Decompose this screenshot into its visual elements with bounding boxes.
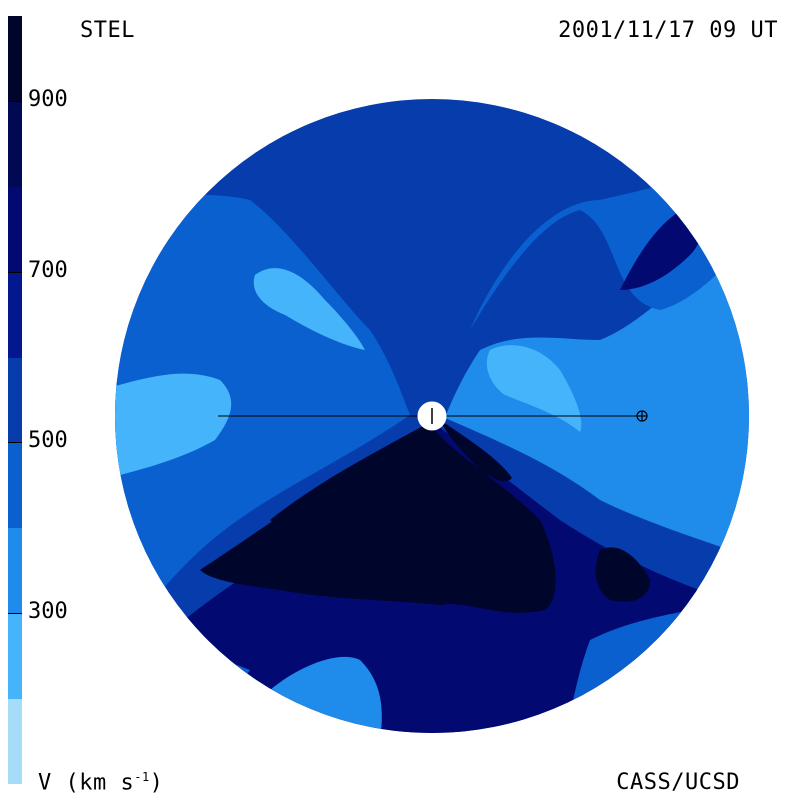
region-right-inner-patch xyxy=(486,345,582,432)
region-dark-streak xyxy=(440,420,512,482)
colorbar-segment xyxy=(8,186,22,273)
units-label: V (km s-1) xyxy=(38,770,164,796)
colorbar-tick xyxy=(8,442,22,443)
region-lower-core-right xyxy=(595,547,650,602)
colorbar-tick xyxy=(8,101,22,102)
colorbar-segment xyxy=(8,527,22,614)
region-upper-right-patch xyxy=(620,205,702,290)
region-lower-core xyxy=(200,425,556,613)
region-right-inner-light xyxy=(115,373,232,480)
colorbar-segment xyxy=(8,356,22,444)
colorbar-segment xyxy=(8,612,22,699)
region-left-tongue xyxy=(253,268,365,350)
datetime-label: 2001/11/17 09 UT xyxy=(558,18,778,43)
colorbar-segment xyxy=(8,697,22,784)
colorbar-tick xyxy=(8,272,22,273)
colorbar-tick-label: 300 xyxy=(28,599,68,624)
colorbar-segment xyxy=(8,101,22,188)
colorbar-tick xyxy=(8,613,22,614)
credit-label: CASS/UCSD xyxy=(616,770,740,795)
colorbar-segment xyxy=(8,442,22,529)
colorbar-segment xyxy=(8,16,22,103)
region-right-flank xyxy=(445,220,749,560)
instrument-label: STEL xyxy=(80,18,135,43)
colorbar xyxy=(8,16,22,784)
colorbar-segment xyxy=(8,271,22,358)
region-left-flank xyxy=(115,180,410,680)
region-upper-core-wedge xyxy=(270,422,430,528)
colorbar-tick-label: 900 xyxy=(28,87,68,112)
colorbar-tick-label: 700 xyxy=(28,258,68,283)
colorbar-tick-label: 500 xyxy=(28,428,68,453)
